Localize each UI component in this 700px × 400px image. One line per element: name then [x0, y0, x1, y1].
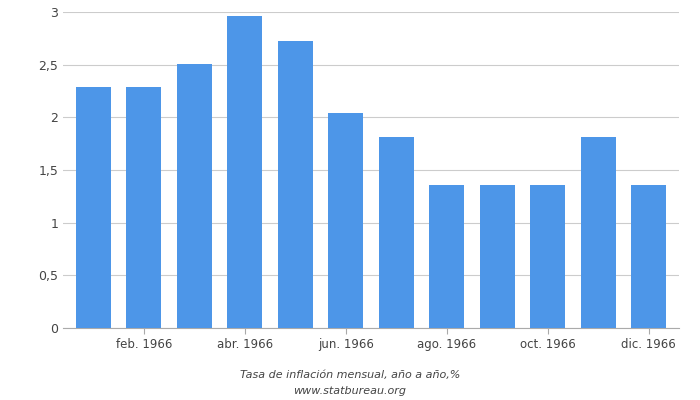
Bar: [126, 87, 162, 328]
Bar: [631, 185, 666, 328]
Bar: [176, 64, 212, 328]
Bar: [278, 42, 313, 328]
Bar: [227, 16, 262, 328]
Bar: [328, 113, 363, 328]
Bar: [480, 185, 515, 328]
Text: www.statbureau.org: www.statbureau.org: [293, 386, 407, 396]
Bar: [379, 137, 414, 328]
Bar: [580, 137, 616, 328]
Bar: [530, 185, 566, 328]
Bar: [429, 185, 464, 328]
Text: Tasa de inflación mensual, año a año,%: Tasa de inflación mensual, año a año,%: [240, 370, 460, 380]
Bar: [76, 87, 111, 328]
